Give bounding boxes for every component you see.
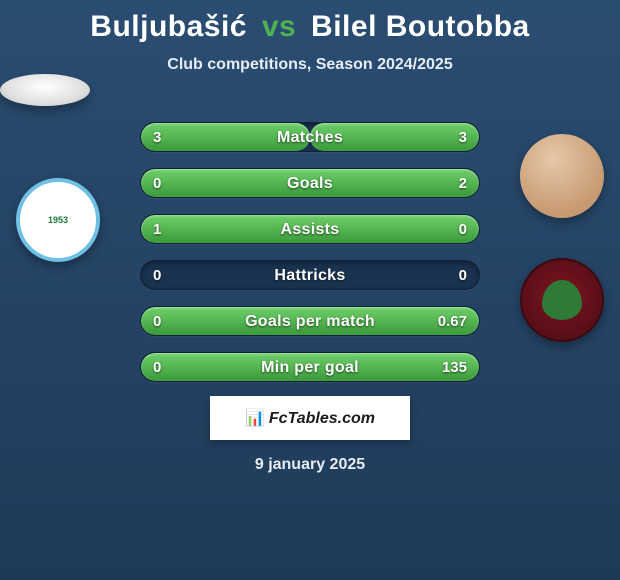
brand-text: FcTables.com xyxy=(269,410,375,427)
player1-avatar xyxy=(0,74,90,106)
stat-row: 33Matches xyxy=(140,122,480,152)
chart-icon: 📊 xyxy=(245,410,265,427)
subtitle: Club competitions, Season 2024/2025 xyxy=(0,56,620,74)
stat-label: Goals per match xyxy=(141,307,479,335)
player2-club-logo xyxy=(520,258,604,342)
player2-avatar xyxy=(520,134,604,218)
stat-label: Matches xyxy=(141,123,479,151)
stat-row: 00Hattricks xyxy=(140,260,480,290)
stat-label: Hattricks xyxy=(141,261,479,289)
stat-bars: 33Matches 02Goals 10Assists 00Hattricks 00.6… xyxy=(140,122,480,398)
player1-name: Buljubašić xyxy=(90,10,247,43)
vs-label: vs xyxy=(262,10,296,43)
brand-box: 📊FcTables.com xyxy=(210,396,410,440)
stat-label: Min per goal xyxy=(141,353,479,381)
stat-label: Goals xyxy=(141,169,479,197)
brand-logo: 📊FcTables.com xyxy=(245,408,375,428)
stat-row: 02Goals xyxy=(140,168,480,198)
player1-club-logo: 1953 xyxy=(16,178,100,262)
stat-row: 10Assists xyxy=(140,214,480,244)
page-title: Buljubašić vs Bilel Boutobba xyxy=(0,0,620,44)
stat-row: 00.67Goals per match xyxy=(140,306,480,336)
player2-name: Bilel Boutobba xyxy=(311,10,530,43)
stat-label: Assists xyxy=(141,215,479,243)
club-leaf-icon xyxy=(542,280,582,320)
club-year-left: 1953 xyxy=(48,216,68,225)
stat-row: 0135Min per goal xyxy=(140,352,480,382)
date-line: 9 january 2025 xyxy=(0,456,620,474)
comparison-infographic: Buljubašić vs Bilel Boutobba Club compet… xyxy=(0,0,620,580)
